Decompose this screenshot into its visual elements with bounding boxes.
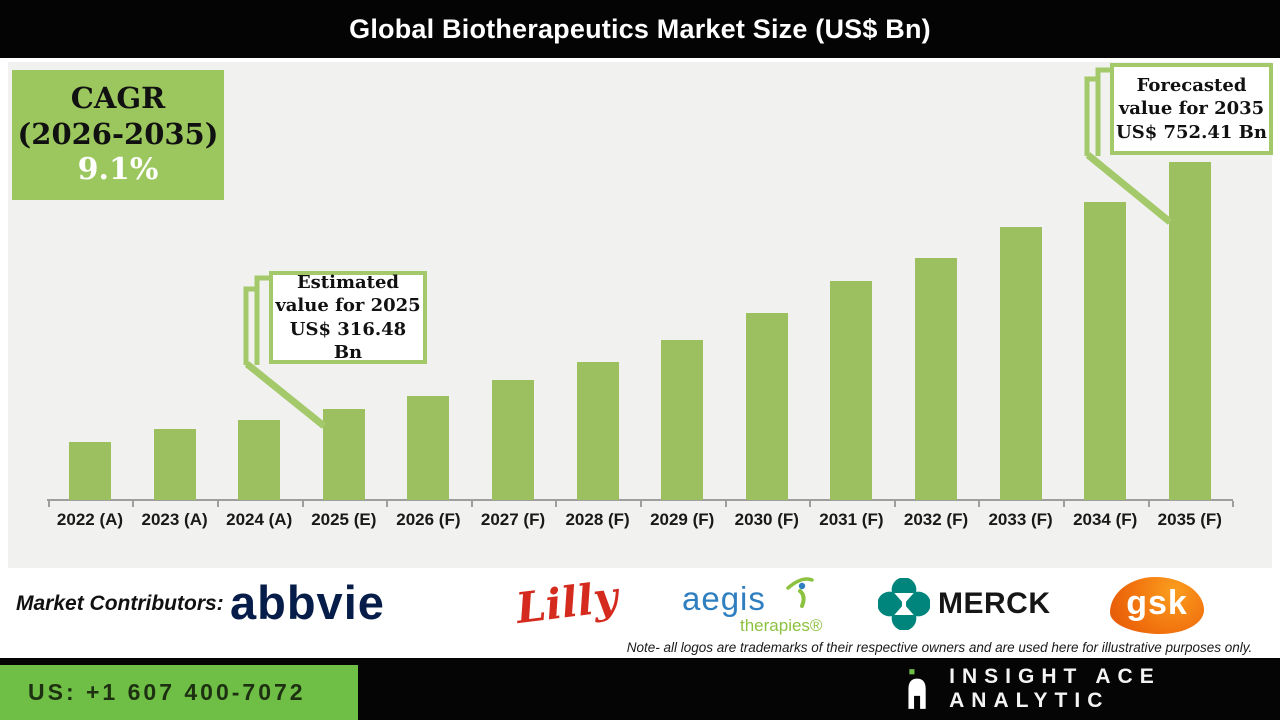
merck-wordmark: MERCK <box>938 587 1051 620</box>
gsk-wordmark: gsk <box>1126 584 1188 622</box>
trademark-note: Note- all logos are trademarks of their … <box>626 640 1253 655</box>
forecasted-callout: Forecasted value for 2035 US$ 752.41 Bn <box>1110 63 1273 155</box>
phone-box: US: +1 607 400-7072 <box>0 665 358 720</box>
forecasted-line1: Forecasted <box>1136 74 1247 96</box>
cagr-label: CAGR <box>70 80 166 115</box>
aegis-therapies-logo: aegis therapies® <box>682 577 832 636</box>
forecasted-value: US$ 752.41 Bn <box>1116 121 1267 143</box>
estimated-line1: Estimated <box>296 271 400 293</box>
merck-logo: MERCK <box>878 578 1051 630</box>
contributors-label: Market Contributors: <box>16 592 224 615</box>
estimated-line2: value for 2025 <box>275 295 421 317</box>
merck-icon <box>878 578 930 630</box>
cagr-value: 9.1% <box>77 152 159 188</box>
aegis-therapies-text: therapies® <box>740 616 823 635</box>
insight-ace-text: INSIGHT ACE ANALYTIC <box>949 665 1161 712</box>
insight-ace-logo-icon <box>908 669 926 709</box>
chart-title: Global Biotherapeutics Market Size (US$ … <box>349 13 931 44</box>
forecasted-line2: value for 2035 <box>1118 98 1265 120</box>
insight-ace-brand: INSIGHT ACE ANALYTIC <box>905 664 1280 714</box>
aegis-figure-icon <box>786 577 814 608</box>
abbvie-logo: abbvie <box>230 576 385 629</box>
estimated-value: US$ 316.48 Bn <box>289 318 407 363</box>
phone-number: US: +1 607 400-7072 <box>28 679 306 705</box>
contributors-band <box>0 568 1280 660</box>
estimated-callout: Estimated value for 2025 US$ 316.48 Bn <box>269 271 427 364</box>
title-bar: Global Biotherapeutics Market Size (US$ … <box>0 0 1280 58</box>
cagr-box: CAGR (2026-2035) 9.1% <box>12 70 224 200</box>
gsk-logo: gsk <box>1110 577 1204 634</box>
aegis-wordmark: aegis <box>682 580 766 617</box>
cagr-period: (2026-2035) <box>17 116 219 151</box>
